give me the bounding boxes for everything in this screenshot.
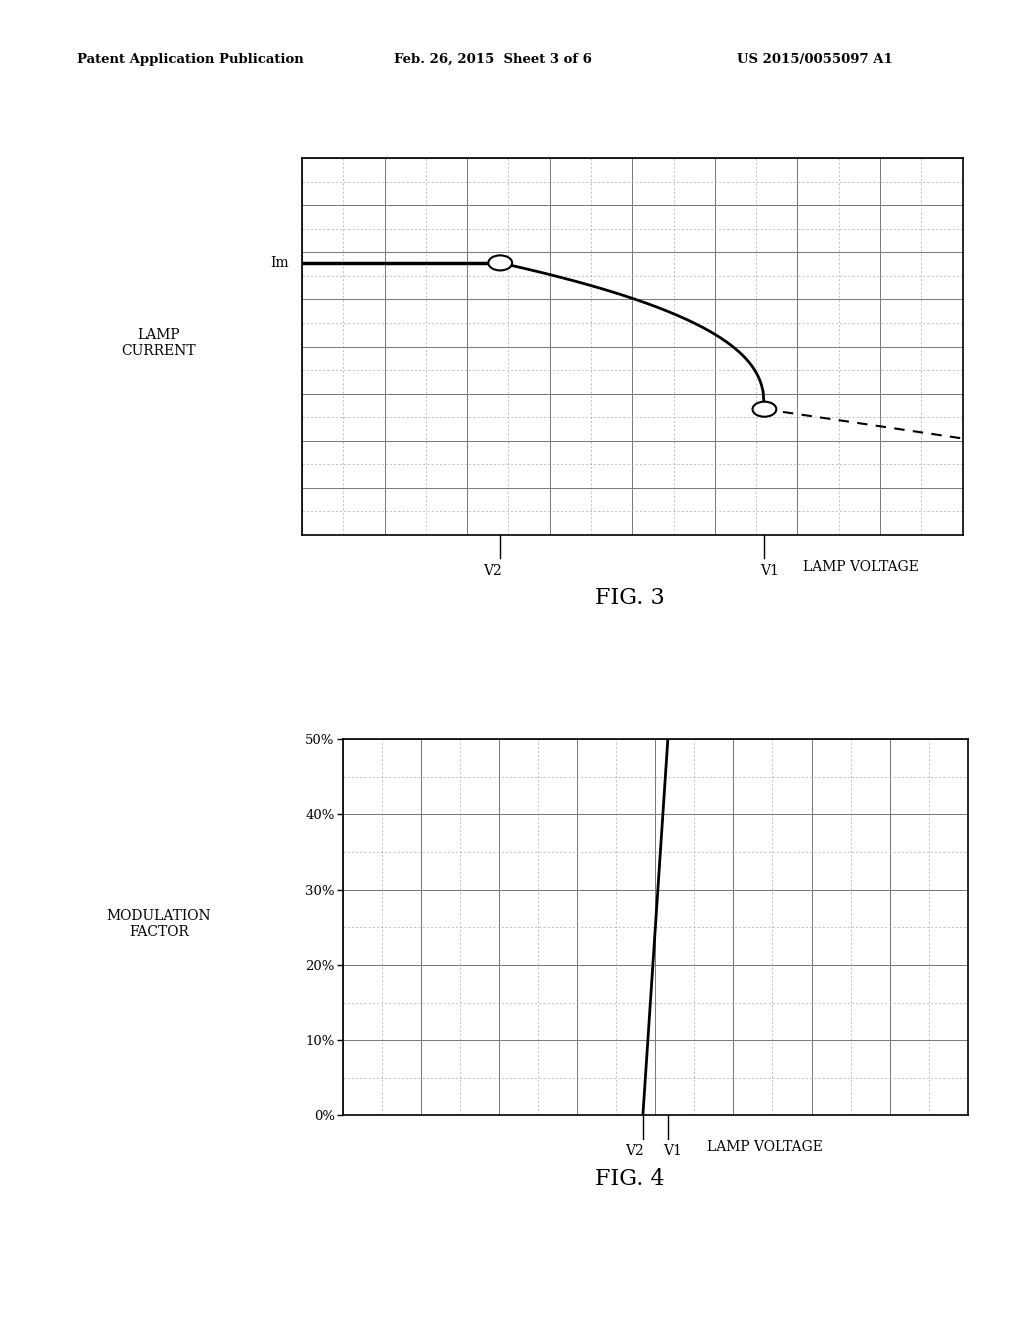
Text: V1: V1 [664,1144,682,1159]
Text: Patent Application Publication: Patent Application Publication [77,53,303,66]
Text: Im: Im [270,256,289,269]
Text: LAMP VOLTAGE: LAMP VOLTAGE [707,1140,822,1155]
Text: LAMP VOLTAGE: LAMP VOLTAGE [803,560,920,574]
Text: Feb. 26, 2015  Sheet 3 of 6: Feb. 26, 2015 Sheet 3 of 6 [394,53,592,66]
Text: FIG. 4: FIG. 4 [595,1168,665,1191]
Text: V1: V1 [760,564,779,578]
Text: MODULATION
FACTOR: MODULATION FACTOR [106,909,211,939]
Text: FIG. 3: FIG. 3 [595,587,665,610]
Circle shape [488,255,512,271]
Text: V2: V2 [482,564,502,578]
Text: US 2015/0055097 A1: US 2015/0055097 A1 [737,53,893,66]
Text: V2: V2 [626,1144,644,1159]
Text: LAMP
CURRENT: LAMP CURRENT [122,329,196,358]
Circle shape [753,401,776,417]
